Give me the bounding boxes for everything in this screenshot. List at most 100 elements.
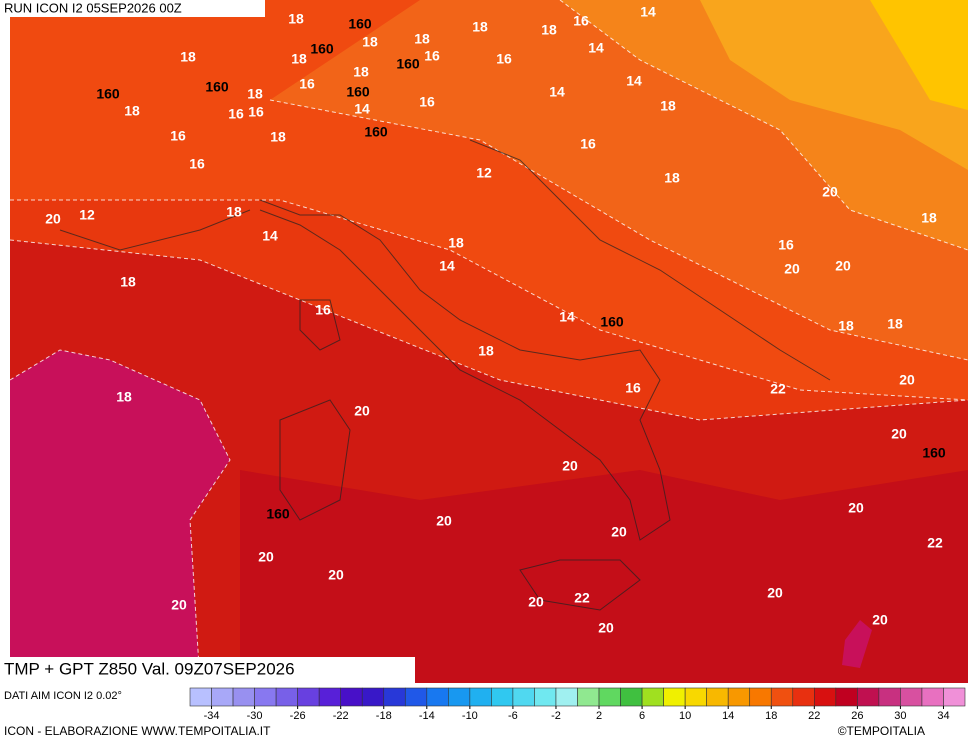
temperature-label: 12	[476, 165, 492, 181]
colorbar-swatch	[448, 687, 471, 707]
colorbar-label: -34	[204, 710, 220, 722]
colorbar-swatch	[684, 687, 707, 707]
colorbar-swatch	[792, 687, 815, 707]
colorbar-swatch	[383, 687, 406, 707]
colorbar: -34 -30 -26 -22 -18 -14 -10 -6 -2 2 6 10 14 18 22 26 30 3…	[189, 687, 966, 722]
colorbar-label: -18	[376, 710, 392, 722]
colorbar-swatch	[706, 687, 729, 707]
run-label: RUN ICON I2 05SEP2026 00Z	[4, 0, 182, 15]
colorbar-label: 14	[722, 710, 734, 722]
colorbar-swatch	[620, 687, 643, 707]
temperature-label: 18	[414, 31, 430, 47]
colorbar-swatch	[404, 687, 428, 707]
colorbar-swatch	[770, 687, 794, 707]
temp-band	[842, 620, 872, 668]
temperature-label: 14	[626, 73, 642, 89]
colorbar-swatch	[835, 687, 858, 707]
temp-band	[240, 470, 968, 683]
temp-band	[10, 350, 230, 683]
copyright: ©TEMPOITALIA	[838, 724, 925, 738]
temperature-label: 14	[588, 40, 604, 56]
colorbar-swatch	[749, 687, 772, 707]
geopotential-label: 160	[396, 56, 420, 72]
temperature-label: 18	[116, 389, 132, 405]
colorbar-swatch	[189, 687, 212, 707]
colorbar-label: -30	[247, 710, 263, 722]
colorbar-swatch	[318, 687, 341, 707]
colorbar-swatch	[469, 687, 492, 707]
temperature-label: 20	[171, 597, 187, 613]
colorbar-swatch	[297, 687, 320, 707]
colorbar-label: 2	[596, 710, 602, 722]
colorbar-swatch	[878, 687, 901, 707]
temperature-label: 16	[496, 51, 512, 67]
colorbar-swatch	[340, 687, 363, 707]
temperature-label: 20	[436, 513, 452, 529]
colorbar-swatch	[641, 687, 664, 707]
temperature-label: 16	[170, 128, 186, 144]
temperature-label: 16	[419, 94, 435, 110]
geopotential-label: 160	[96, 86, 120, 102]
temperature-label: 18	[124, 103, 140, 119]
temperature-label: 18	[478, 343, 494, 359]
temperature-label: 22	[927, 535, 943, 551]
colorbar-swatch	[555, 687, 578, 707]
colorbar-label: -14	[419, 710, 435, 722]
temperature-label: 18	[247, 86, 263, 102]
colorbar-swatch	[426, 687, 449, 707]
temperature-label: 18	[660, 98, 676, 114]
colorbar-label: -22	[333, 710, 349, 722]
title-box	[0, 657, 415, 683]
colorbar-swatch	[900, 687, 923, 707]
temp-band	[870, 0, 968, 110]
geopotential-label: 160	[266, 506, 290, 522]
temperature-label: 16	[778, 237, 794, 253]
temperature-label: 20	[598, 620, 614, 636]
geopotential-label: 160	[364, 124, 388, 140]
temperature-label: 14	[354, 101, 370, 117]
colorbar-swatch	[211, 687, 234, 707]
geopotential-label: 160	[205, 79, 229, 95]
colorbar-label: 10	[679, 710, 691, 722]
colorbar-swatch	[534, 687, 557, 707]
temperature-label: 20	[822, 184, 838, 200]
temperature-label: 18	[120, 274, 136, 290]
colorbar-swatch	[361, 687, 385, 707]
temperature-label: 18	[362, 34, 378, 50]
temperature-label: 20	[258, 549, 274, 565]
temperature-label: 20	[784, 261, 800, 277]
temperature-label: 16	[228, 106, 244, 122]
temperature-label: 12	[79, 207, 95, 223]
temperature-label: 20	[899, 372, 915, 388]
temperature-label: 16	[248, 104, 264, 120]
temperature-label: 20	[891, 426, 907, 442]
temperature-label: 16	[580, 136, 596, 152]
temperature-label: 18	[664, 170, 680, 186]
colorbar-swatch	[491, 687, 514, 707]
geopotential-label: 160	[346, 84, 370, 100]
colorbar-label: -2	[551, 710, 561, 722]
temperature-label: 16	[315, 302, 331, 318]
colorbar-label: 18	[765, 710, 777, 722]
temperature-label: 18	[226, 204, 242, 220]
temperature-label: 20	[611, 524, 627, 540]
temperature-label: 18	[448, 235, 464, 251]
temperature-label: 18	[887, 316, 903, 332]
coastlines	[59, 139, 831, 611]
temperature-label: 18	[921, 210, 937, 226]
source-label: DATI AIM ICON I2 0.02°	[4, 690, 122, 702]
colorbar-label: -10	[462, 710, 478, 722]
colorbar-swatch	[275, 687, 298, 707]
colorbar-label: 26	[851, 710, 863, 722]
colorbar-swatch	[663, 687, 686, 707]
colorbar-label: -26	[290, 710, 306, 722]
temperature-label: 14	[640, 4, 656, 20]
colorbar-swatch	[857, 687, 880, 707]
temperature-label: 20	[328, 567, 344, 583]
colorbar-swatch	[921, 687, 944, 707]
temperature-label: 18	[353, 64, 369, 80]
colorbar-swatch	[232, 687, 255, 707]
colorbar-swatch	[598, 687, 621, 707]
geopotential-label: 160	[348, 16, 372, 32]
